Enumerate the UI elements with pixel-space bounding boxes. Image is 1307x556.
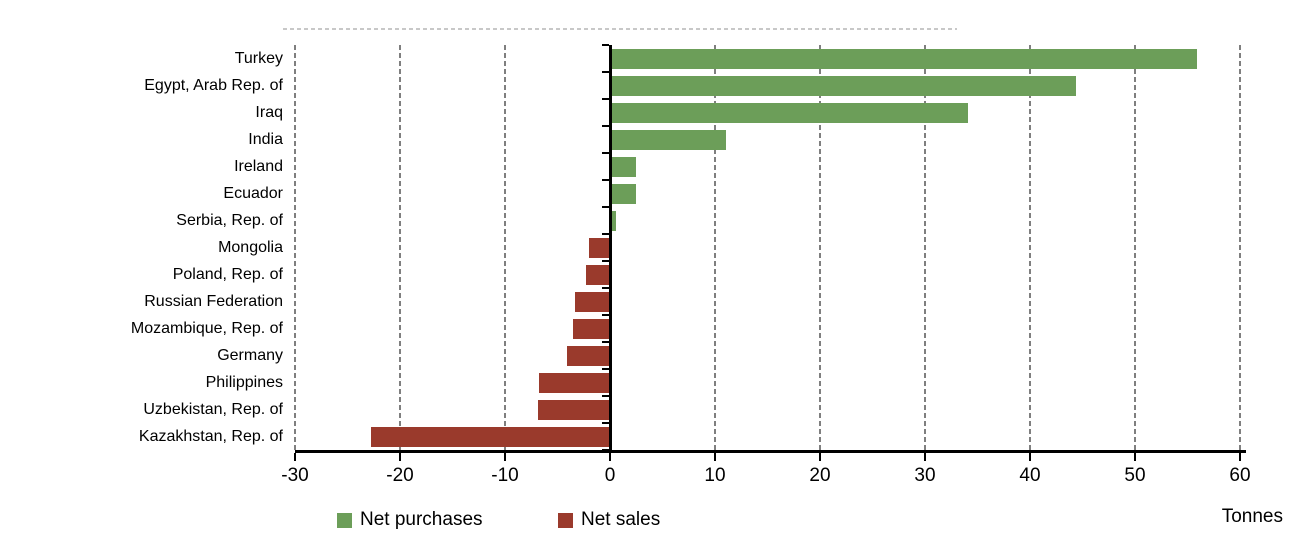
zero-axis-tick — [601, 44, 609, 46]
zero-axis-tick — [601, 368, 609, 370]
gridline-50 — [1134, 45, 1136, 450]
country-label: Ecuador — [223, 185, 283, 202]
x-tick-label-20: 20 — [809, 465, 831, 486]
zero-axis-tick — [601, 98, 609, 100]
gridline-40 — [1029, 45, 1031, 450]
zero-axis-tick — [601, 287, 609, 289]
gridline--20 — [399, 45, 401, 450]
x-tick-label-30: 30 — [914, 465, 936, 486]
gridline-10 — [714, 45, 716, 450]
zero-axis-tick — [601, 233, 609, 235]
gridline--10 — [504, 45, 506, 450]
net-purchases-bar-turkey — [610, 48, 1197, 69]
x-axis-units-label: Tonnes — [1221, 506, 1283, 527]
country-label: Mongolia — [218, 239, 283, 256]
country-label: Ireland — [234, 158, 283, 175]
x-axis-tick-60 — [1239, 453, 1241, 461]
net-sales-bar-kazakhstan-rep-of — [370, 426, 610, 447]
x-axis-tick-10 — [714, 453, 716, 461]
country-label: Mozambique, Rep. of — [130, 320, 283, 337]
net-sales-bar-uzbekistan-rep-of — [537, 399, 610, 420]
x-axis-tick--30 — [294, 453, 296, 461]
country-label: Germany — [217, 347, 283, 364]
x-tick-label--30: -30 — [281, 465, 309, 486]
x-tick-label-50: 50 — [1124, 465, 1146, 486]
x-axis-tick-50 — [1134, 453, 1136, 461]
net-purchases-swatch-icon — [337, 512, 352, 528]
net-purchases-bar-ireland — [610, 156, 637, 177]
zero-axis-tick — [601, 206, 609, 208]
legend-label-net-sales: Net sales — [581, 509, 661, 530]
legend-item-net-sales: Net sales — [558, 510, 660, 530]
zero-axis — [608, 45, 612, 453]
net-purchases-bar-serbia-rep-of — [610, 210, 617, 231]
net-sales-bar-mongolia — [589, 237, 610, 258]
country-label: Kazakhstan, Rep. of — [138, 428, 283, 445]
zero-axis-tick — [601, 422, 609, 424]
net-sales-bar-philippines — [538, 372, 610, 393]
zero-axis-tick — [601, 152, 609, 154]
x-axis — [295, 450, 1246, 453]
gridline--30 — [294, 45, 296, 450]
x-tick-label-0: 0 — [604, 465, 616, 486]
country-label: Philippines — [205, 374, 283, 391]
country-label: Uzbekistan, Rep. of — [143, 401, 283, 418]
x-tick-label--20: -20 — [386, 465, 414, 486]
x-axis-tick-40 — [1029, 453, 1031, 461]
x-axis-tick--20 — [399, 453, 401, 461]
country-label: Egypt, Arab Rep. of — [144, 77, 283, 94]
country-label: Turkey — [234, 50, 283, 67]
x-axis-tick-0 — [609, 453, 611, 461]
net-sales-bar-germany — [566, 345, 610, 366]
net-purchases-bar-ecuador — [610, 183, 637, 204]
net-purchases-bar-iraq — [610, 102, 969, 123]
country-label: Iraq — [255, 104, 283, 121]
x-tick-label-10: 10 — [704, 465, 726, 486]
country-label: India — [248, 131, 283, 148]
legend-label-net-purchases: Net purchases — [360, 509, 483, 530]
zero-axis-tick — [601, 341, 609, 343]
country-label: Poland, Rep. of — [172, 266, 283, 283]
x-axis-tick-30 — [924, 453, 926, 461]
net-sales-bar-russian-federation — [575, 291, 610, 312]
x-axis-tick-20 — [819, 453, 821, 461]
net-purchases-bar-egypt-arab-rep-of — [610, 75, 1077, 96]
gridline-30 — [924, 45, 926, 450]
zero-axis-tick — [601, 260, 609, 262]
x-tick-label--10: -10 — [491, 465, 519, 486]
zero-axis-tick — [601, 179, 609, 181]
net-sales-bar-poland-rep-of — [585, 264, 610, 285]
gridline-60 — [1239, 45, 1241, 450]
x-tick-label-40: 40 — [1019, 465, 1041, 486]
net-purchases-bar-india — [610, 129, 726, 150]
net-sales-swatch-icon — [558, 512, 573, 528]
x-tick-label-60: 60 — [1229, 465, 1251, 486]
legend-item-net-purchases: Net purchases — [337, 510, 483, 530]
x-axis-tick--10 — [504, 453, 506, 461]
country-label: Serbia, Rep. of — [176, 212, 283, 229]
zero-axis-tick — [601, 395, 609, 397]
net-sales-bar-mozambique-rep-of — [573, 318, 610, 339]
gridline-20 — [819, 45, 821, 450]
zero-axis-tick — [601, 71, 609, 73]
zero-axis-tick — [601, 125, 609, 127]
country-label: Russian Federation — [144, 293, 283, 310]
zero-axis-tick — [601, 314, 609, 316]
top-dashed-line — [283, 28, 957, 30]
